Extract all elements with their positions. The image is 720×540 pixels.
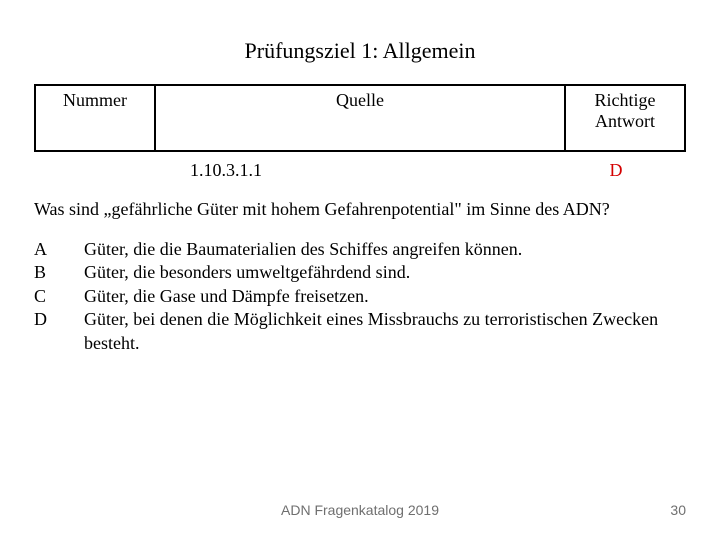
answer-text: Güter, die die Baumaterialien des Schiff… [84, 238, 686, 261]
cell-quelle: 1.10.3.1.1 [154, 160, 566, 181]
answer-letter: D [34, 308, 84, 331]
answer-text: Güter, bei denen die Möglichkeit eines M… [84, 308, 686, 355]
data-row: 1.10.3.1.1 D [34, 160, 686, 181]
footer-center-text: ADN Fragenkatalog 2019 [281, 502, 439, 518]
answer-letters: A B C D [34, 238, 84, 355]
col-header-quelle: Quelle [155, 85, 565, 151]
header-table: Nummer Quelle Richtige Antwort [34, 84, 686, 152]
answer-texts: Güter, die die Baumaterialien des Schiff… [84, 238, 686, 355]
col-header-nummer: Nummer [35, 85, 155, 151]
page-title: Prüfungsziel 1: Allgemein [34, 38, 686, 64]
page-number: 30 [670, 502, 686, 518]
answer-text: Güter, die Gase und Dämpfe freisetzen. [84, 285, 686, 308]
footer: ADN Fragenkatalog 2019 30 [0, 502, 720, 518]
answer-letter: A [34, 238, 84, 261]
answers-block: A B C D Güter, die die Baumaterialien de… [34, 238, 686, 355]
col-header-antwort: Richtige Antwort [565, 85, 685, 151]
answer-text: Güter, die besonders umweltgefährdend si… [84, 261, 686, 284]
answer-letter: C [34, 285, 84, 308]
cell-antwort: D [566, 160, 686, 181]
cell-nummer [34, 160, 154, 181]
question-text: Was sind „gefährliche Güter mit hohem Ge… [34, 199, 686, 220]
answer-letter: B [34, 261, 84, 284]
